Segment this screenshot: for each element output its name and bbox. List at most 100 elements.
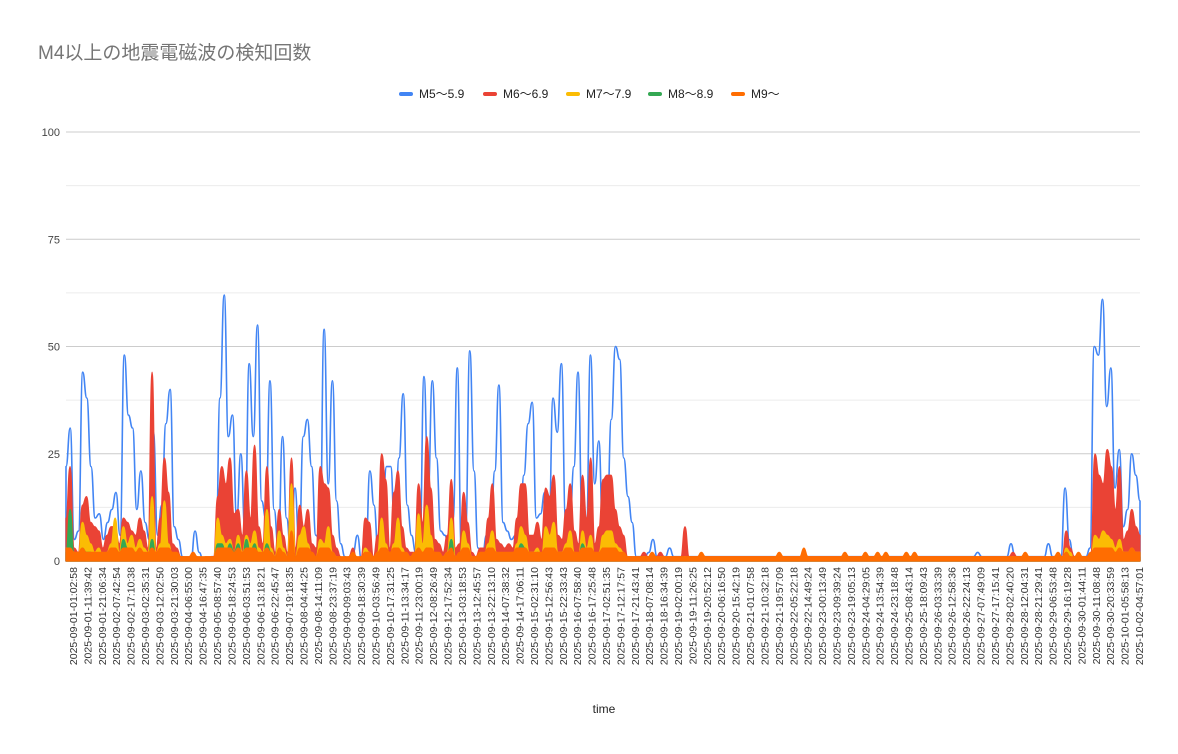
x-tick-label: 2025-09-03-12:02:50 (154, 567, 166, 665)
chart-title: M4以上の地震電磁波の検知回数 (38, 43, 312, 64)
x-tick-label: 2025-09-03-21:30:03 (169, 567, 181, 665)
x-tick-label: 2025-09-15-02:31:10 (529, 567, 541, 665)
x-tick-label: 2025-09-11-23:00:19 (414, 567, 426, 664)
x-tick-label: 2025-09-01-11:39:42 (82, 567, 94, 664)
x-tick-label: 2025-09-13-03:18:53 (457, 567, 469, 665)
x-tick-label: 2025-09-22-05:22:18 (788, 567, 800, 665)
x-tick-label: 2025-09-23-19:05:13 (846, 567, 858, 665)
legend-item[interactable]: M5〜5.9 (399, 85, 464, 102)
x-tick-label: 2025-09-12-17:52:34 (443, 567, 455, 665)
x-tick-label: 2025-09-08-23:37:19 (327, 567, 339, 665)
x-tick-label: 2025-09-24-04:29:05 (860, 567, 872, 665)
x-tick-label: 2025-10-01-05:58:13 (1120, 567, 1132, 665)
x-tick-label: 2025-09-23-09:39:24 (831, 567, 843, 665)
x-tick-label: 2025-09-16-07:58:40 (572, 567, 584, 665)
x-tick-label: 2025-09-21-01:07:58 (745, 567, 757, 665)
x-tick-label: 2025-09-24-13:54:39 (875, 567, 887, 665)
x-tick-label: 2025-09-02-17:10:38 (126, 567, 138, 665)
x-tick-label: 2025-09-27-17:15:41 (990, 567, 1002, 665)
legend-item[interactable]: M9〜 (731, 85, 780, 102)
x-tick-label: 2025-09-30-01:44:11 (1076, 567, 1088, 664)
x-tick-label: 2025-09-21-10:32:18 (759, 567, 771, 665)
x-tick-label: 2025-09-08-14:11:09 (313, 567, 325, 664)
legend-label: M8〜8.9 (668, 87, 714, 101)
x-tick-label: 2025-09-04-16:47:35 (198, 567, 210, 665)
legend-label: M7〜7.9 (586, 87, 632, 101)
y-tick-label: 25 (48, 449, 60, 461)
legend-swatch (648, 91, 662, 96)
legend-item[interactable]: M8〜8.9 (648, 85, 713, 102)
x-tick-label: 2025-09-20-15:42:19 (731, 567, 743, 665)
x-tick-label: 2025-09-14-07:38:32 (500, 567, 512, 665)
x-tick-label: 2025-09-04-06:55:00 (183, 567, 195, 665)
x-tick-label: 2025-09-18-07:08:14 (644, 567, 656, 665)
x-tick-label: 2025-09-19-20:52:12 (702, 567, 714, 665)
x-tick-label: 2025-09-10-03:56:49 (371, 567, 383, 665)
x-tick-label: 2025-09-17-21:43:41 (630, 567, 642, 665)
x-tick-label: 2025-09-06-13:18:21 (255, 567, 267, 665)
y-tick-label: 50 (48, 342, 60, 354)
x-tick-label: 2025-09-29-06:53:48 (1048, 567, 1060, 665)
legend-item[interactable]: M7〜7.9 (566, 85, 631, 102)
legend-label: M9〜 (751, 87, 780, 101)
x-tick-label: 2025-09-01-21:06:34 (97, 567, 109, 665)
x-tick-label: 2025-09-02-07:42:54 (111, 567, 123, 665)
x-tick-label: 2025-09-26-03:33:39 (932, 567, 944, 665)
x-tick-label: 2025-09-30-11:08:48 (1091, 567, 1103, 664)
legend-swatch (399, 91, 413, 96)
y-tick-label: 0 (54, 556, 60, 568)
x-tick-label: 2025-09-01-01:02:58 (68, 567, 80, 665)
x-tick-label: 2025-09-15-12:56:43 (543, 567, 555, 665)
x-tick-label: 2025-09-29-16:19:28 (1062, 567, 1074, 665)
x-tick-label: 2025-09-17-02:51:35 (601, 567, 613, 665)
x-tick-label: 2025-09-05-08:57:40 (212, 567, 224, 665)
x-tick-label: 2025-09-21-19:57:09 (774, 567, 786, 665)
legend-swatch (731, 91, 745, 96)
legend-label: M6〜6.9 (503, 87, 549, 101)
x-tick-label: 2025-09-15-22:33:43 (558, 567, 570, 665)
legend-swatch (483, 91, 497, 96)
x-tick-label: 2025-09-28-02:40:20 (1004, 567, 1016, 665)
x-tick-label: 2025-09-26-22:24:13 (961, 567, 973, 665)
x-tick-label: 2025-09-19-02:00:19 (673, 567, 685, 665)
x-axis-ticks: 2025-09-01-01:02:58 2025-09-01-11:39:42 20… (68, 567, 1146, 665)
x-tick-label: 2025-09-22-14:49:24 (803, 567, 815, 665)
y-tick-label: 100 (42, 127, 60, 139)
legend: M5〜5.9 M6〜6.9 M7〜7.9 M8〜8.9 M9〜 (0, 85, 1178, 105)
x-tick-label: 2025-09-10-17:31:25 (385, 567, 397, 665)
x-axis-label: time (592, 702, 616, 716)
x-tick-label: 2025-09-23-00:13:49 (817, 567, 829, 665)
x-tick-label: 2025-09-14-17:06:11 (515, 567, 527, 664)
x-tick-label: 2025-09-28-21:29:41 (1033, 567, 1045, 665)
x-tick-label: 2025-09-25-18:09:43 (918, 567, 930, 665)
x-tick-label: 2025-09-18-16:34:39 (659, 567, 671, 665)
x-tick-label: 2025-09-19-11:26:25 (687, 567, 699, 664)
x-tick-label: 2025-09-24-23:18:48 (889, 567, 901, 665)
x-tick-label: 2025-09-28-12:04:31 (1019, 567, 1031, 665)
x-tick-label: 2025-09-20-06:16:50 (716, 567, 728, 665)
x-tick-label: 2025-09-07-19:18:35 (284, 567, 296, 665)
x-tick-label: 2025-09-25-08:43:14 (904, 567, 916, 665)
x-tick-label: 2025-09-09-18:30:39 (356, 567, 368, 665)
x-tick-label: 2025-09-08-04:44:25 (298, 567, 310, 665)
x-tick-label: 2025-09-27-07:49:09 (976, 567, 988, 665)
x-tick-label: 2025-09-17-12:17:57 (615, 567, 627, 665)
x-tick-label: 2025-10-02-04:57:01 (1134, 567, 1146, 665)
x-tick-label: 2025-09-09-09:03:43 (342, 567, 354, 665)
x-tick-label: 2025-09-30-20:33:59 (1105, 567, 1117, 665)
series-5-area (65, 530, 1141, 562)
legend-swatch (566, 91, 580, 96)
x-tick-label: 2025-09-03-02:35:31 (140, 567, 152, 665)
x-tick-label: 2025-09-16-17:25:48 (587, 567, 599, 665)
series-areas (65, 294, 1141, 562)
x-tick-label: 2025-09-13-12:45:57 (471, 567, 483, 665)
y-axis-ticks: 0 25 50 75 100 (42, 127, 60, 568)
legend-item[interactable]: M6〜6.9 (483, 85, 548, 102)
x-tick-label: 2025-09-11-13:34:17 (399, 567, 411, 664)
x-tick-label: 2025-09-06-22:45:47 (270, 567, 282, 665)
x-tick-label: 2025-09-13-22:13:10 (486, 567, 498, 665)
x-tick-label: 2025-09-12-08:26:49 (428, 567, 440, 665)
y-tick-label: 75 (48, 234, 60, 246)
x-tick-label: 2025-09-05-18:24:53 (226, 567, 238, 665)
